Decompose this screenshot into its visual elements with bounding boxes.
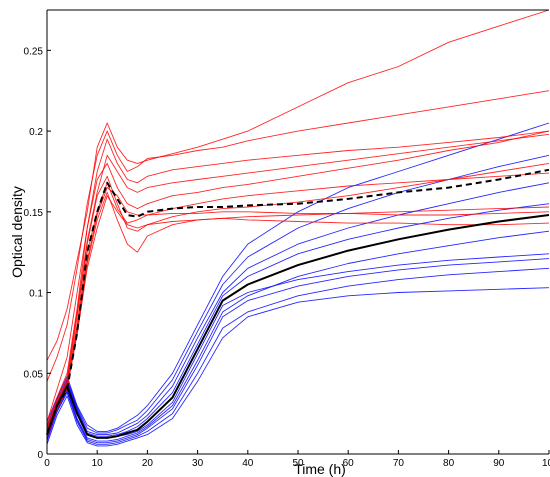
red-mean-curve-0 [46, 168, 550, 435]
blue-curve-12 [46, 122, 550, 432]
x-tick-label: 60 [343, 458, 355, 469]
red-curve-11 [46, 133, 550, 429]
y-axis-title: Optical density [9, 186, 25, 278]
x-axis-title: Time (h) [294, 461, 346, 477]
x-tick-label: 30 [192, 458, 204, 469]
x-tick-label: 100 [542, 458, 550, 469]
y-tick-label: 0 [37, 450, 43, 461]
x-tick-label: 0 [44, 458, 50, 469]
series-layer [46, 9, 550, 447]
blue-curve-18 [46, 203, 550, 437]
x-tick-label: 20 [142, 458, 154, 469]
blue-curve-14 [46, 230, 550, 442]
y-tick-label: 0.1 [29, 289, 43, 300]
blue-curve-13 [46, 182, 550, 436]
x-tick-label: 10 [92, 458, 104, 469]
blue-curve-20 [46, 154, 550, 434]
x-tick-label: 90 [493, 458, 505, 469]
x-tick-label: 80 [443, 458, 455, 469]
red-curve-4 [46, 130, 550, 422]
ticks-layer: 0 10 20 30 40 50 60 70 80 90 100 0 0.05 0.1 0.15 0.2 0.2… [24, 46, 550, 469]
x-tick-label: 50 [292, 458, 304, 469]
blue-curve-19 [46, 258, 550, 444]
blue-curve-17 [46, 287, 550, 447]
y-tick-label: 0.15 [24, 208, 44, 219]
y-tick-label: 0.25 [24, 46, 44, 57]
red-curve-10 [46, 195, 550, 437]
red-curve-8 [46, 130, 550, 426]
y-tick-label: 0.05 [24, 369, 44, 380]
blue-mean-curve-1 [46, 214, 550, 439]
y-tick-label: 0.2 [29, 127, 43, 138]
red-curve-3 [46, 90, 550, 382]
red-curve-9 [46, 172, 550, 432]
x-tick-label: 40 [242, 458, 254, 469]
blue-curve-15 [46, 267, 550, 445]
x-tick-label: 70 [393, 458, 405, 469]
